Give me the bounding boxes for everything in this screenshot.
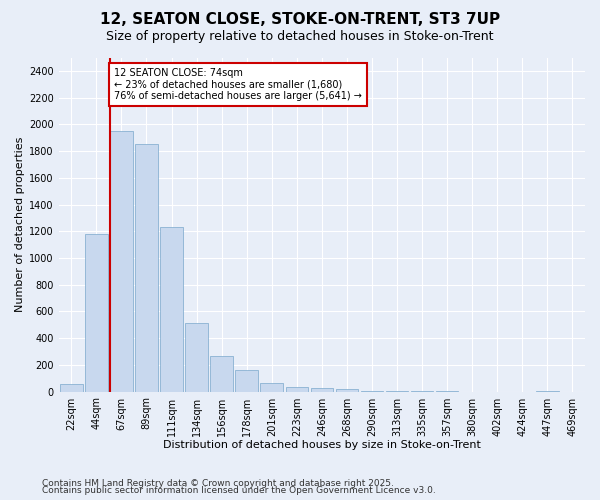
Bar: [135, 144, 158, 392]
Y-axis label: Number of detached properties: Number of detached properties: [15, 137, 25, 312]
Bar: [160, 227, 183, 392]
Bar: [185, 324, 208, 392]
Bar: [110, 131, 133, 392]
Text: 12, SEATON CLOSE, STOKE-ON-TRENT, ST3 7UP: 12, SEATON CLOSE, STOKE-ON-TRENT, ST3 7U…: [100, 12, 500, 28]
Bar: [286, 387, 308, 392]
Text: 12 SEATON CLOSE: 74sqm
← 23% of detached houses are smaller (1,680)
76% of semi-: 12 SEATON CLOSE: 74sqm ← 23% of detached…: [114, 68, 362, 102]
Bar: [335, 389, 358, 392]
Bar: [260, 383, 283, 392]
Bar: [235, 370, 258, 392]
Bar: [311, 388, 333, 392]
Text: Size of property relative to detached houses in Stoke-on-Trent: Size of property relative to detached ho…: [106, 30, 494, 43]
Bar: [60, 384, 83, 392]
Bar: [211, 356, 233, 392]
Text: Contains HM Land Registry data © Crown copyright and database right 2025.: Contains HM Land Registry data © Crown c…: [42, 478, 394, 488]
X-axis label: Distribution of detached houses by size in Stoke-on-Trent: Distribution of detached houses by size …: [163, 440, 481, 450]
Text: Contains public sector information licensed under the Open Government Licence v3: Contains public sector information licen…: [42, 486, 436, 495]
Bar: [361, 391, 383, 392]
Bar: [85, 234, 107, 392]
